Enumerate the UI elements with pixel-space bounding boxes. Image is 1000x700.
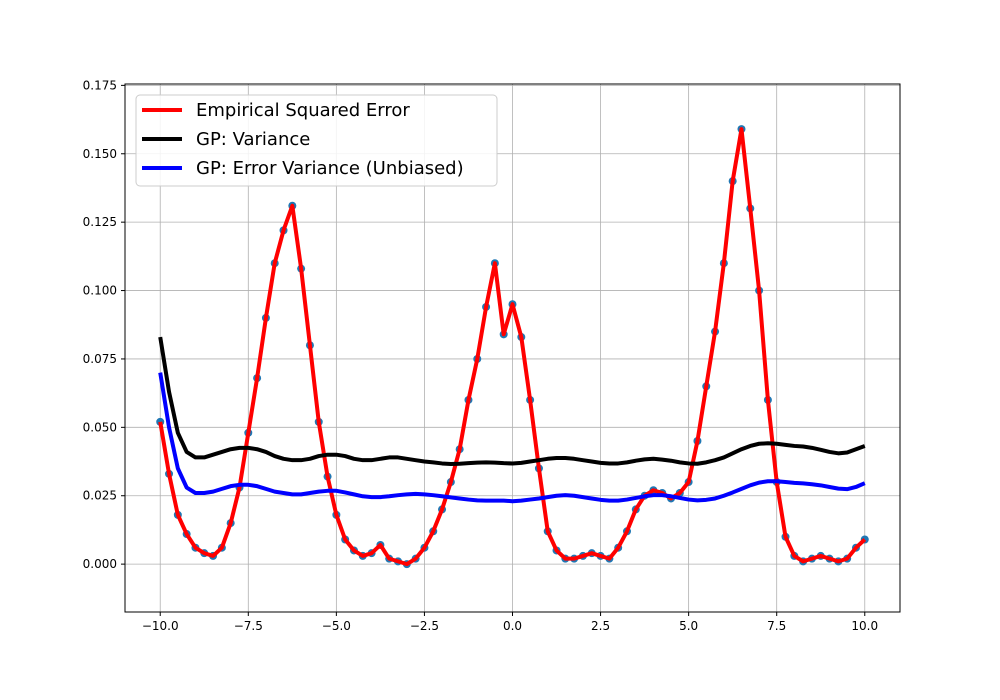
gp-variance-legend-label: GP: Variance — [196, 129, 310, 150]
y-tick-label: 0.000 — [83, 557, 117, 571]
x-tick-label: −10.0 — [142, 619, 179, 633]
y-tick-label: 0.050 — [83, 420, 117, 434]
x-tick-label: 7.5 — [767, 619, 786, 633]
x-tick-label: 0.0 — [503, 619, 522, 633]
y-tick-label: 0.025 — [83, 489, 117, 503]
x-tick-label: −7.5 — [234, 619, 263, 633]
series-layer — [156, 125, 869, 569]
y-tick-label: 0.075 — [83, 352, 117, 366]
x-tick-label: −5.0 — [322, 619, 351, 633]
y-tick-label: 0.150 — [83, 147, 117, 161]
empirical-squared-error-line — [158, 127, 867, 567]
x-tick-label: 2.5 — [591, 619, 610, 633]
legend: Empirical Squared Error GP: Variance GP: E… — [135, 94, 498, 187]
gp-variance-line — [158, 336, 866, 466]
gp-error-variance-line — [158, 372, 866, 504]
legend-box — [135, 94, 498, 187]
axes: −10.0 −7.5 −5.0 −2.5 0.0 2.5 5.0 7.5 10.0 0.000 0.… — [83, 78, 878, 633]
empirical-squared-error-legend-label: Empirical Squared Error — [196, 100, 410, 121]
gp-error-variance-legend-label: GP: Error Variance (Unbiased) — [196, 158, 464, 179]
y-tick-label: 0.175 — [83, 78, 117, 92]
x-tick-label: −2.5 — [410, 619, 439, 633]
y-tick-label: 0.100 — [83, 284, 117, 298]
y-tick-label: 0.125 — [83, 215, 117, 229]
x-tick-label: 5.0 — [679, 619, 698, 633]
x-tick-label: 10.0 — [851, 619, 878, 633]
